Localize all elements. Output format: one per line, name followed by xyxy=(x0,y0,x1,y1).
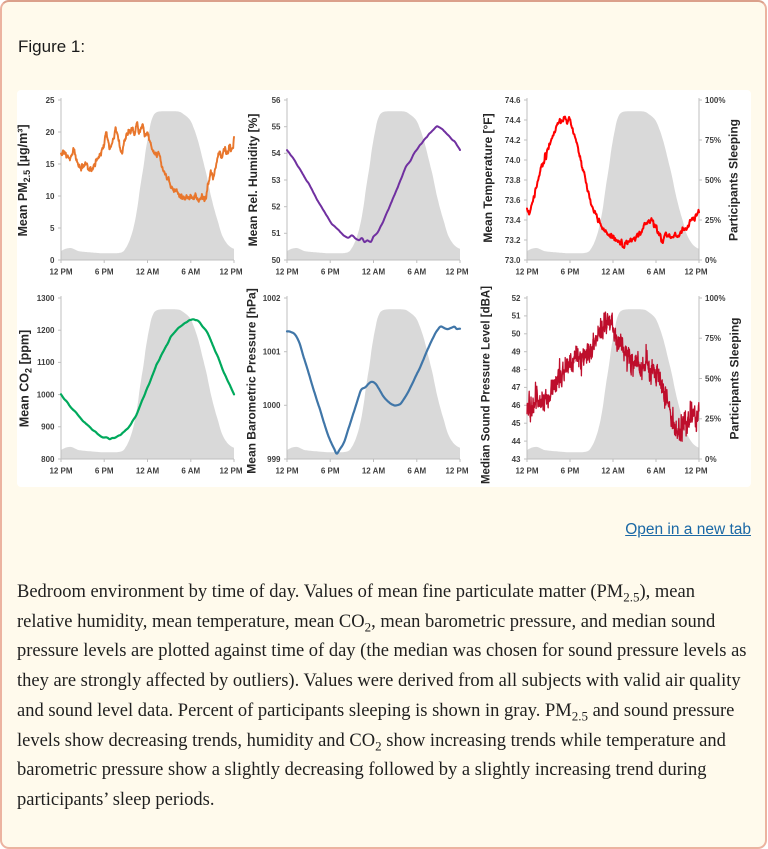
svg-text:12 PM: 12 PM xyxy=(275,268,298,277)
svg-text:5: 5 xyxy=(50,224,55,233)
svg-text:25%: 25% xyxy=(705,216,721,225)
svg-text:25: 25 xyxy=(46,96,55,105)
svg-text:1300: 1300 xyxy=(37,294,55,303)
svg-text:12 PM: 12 PM xyxy=(49,467,72,476)
svg-text:20: 20 xyxy=(46,128,55,137)
svg-text:6 AM: 6 AM xyxy=(647,268,666,277)
svg-text:12 PM: 12 PM xyxy=(445,268,468,277)
svg-text:51: 51 xyxy=(272,229,281,238)
svg-text:6 AM: 6 AM xyxy=(647,467,666,476)
svg-text:50: 50 xyxy=(272,256,281,265)
svg-text:1002: 1002 xyxy=(263,294,281,303)
svg-text:0%: 0% xyxy=(705,256,717,265)
svg-text:12 PM: 12 PM xyxy=(219,268,242,277)
svg-text:12 AM: 12 AM xyxy=(601,467,625,476)
svg-text:12 AM: 12 AM xyxy=(362,268,386,277)
svg-text:0%: 0% xyxy=(705,455,717,464)
svg-text:12 PM: 12 PM xyxy=(219,467,242,476)
svg-text:6 PM: 6 PM xyxy=(561,467,580,476)
svg-text:50%: 50% xyxy=(705,374,721,383)
svg-text:1100: 1100 xyxy=(37,358,55,367)
svg-text:12 PM: 12 PM xyxy=(275,467,298,476)
svg-text:6 PM: 6 PM xyxy=(321,467,340,476)
svg-text:Mean CO2 [ppm]: Mean CO2 [ppm] xyxy=(18,330,34,427)
svg-text:49: 49 xyxy=(512,348,521,357)
svg-text:73.2: 73.2 xyxy=(505,236,521,245)
svg-text:6 AM: 6 AM xyxy=(407,467,426,476)
svg-text:74.2: 74.2 xyxy=(505,136,521,145)
svg-text:73.8: 73.8 xyxy=(505,176,521,185)
svg-text:12 PM: 12 PM xyxy=(515,467,538,476)
svg-text:74.4: 74.4 xyxy=(505,116,521,125)
svg-text:48: 48 xyxy=(512,365,521,374)
svg-text:55: 55 xyxy=(272,123,281,132)
svg-text:52: 52 xyxy=(512,294,521,303)
svg-text:74.0: 74.0 xyxy=(505,156,521,165)
svg-text:6 AM: 6 AM xyxy=(181,467,200,476)
svg-text:15: 15 xyxy=(46,160,55,169)
svg-text:12 PM: 12 PM xyxy=(684,467,707,476)
svg-text:6 AM: 6 AM xyxy=(181,268,200,277)
svg-text:Mean PM2.5 [µg/m³]: Mean PM2.5 [µg/m³] xyxy=(17,124,32,236)
svg-text:75%: 75% xyxy=(705,136,721,145)
svg-text:12 AM: 12 AM xyxy=(362,467,386,476)
svg-text:10: 10 xyxy=(46,192,55,201)
svg-text:Participants Sleeping: Participants Sleeping xyxy=(727,119,741,241)
svg-text:50%: 50% xyxy=(705,176,721,185)
svg-text:73.4: 73.4 xyxy=(505,216,521,225)
svg-text:1000: 1000 xyxy=(37,390,55,399)
svg-text:100%: 100% xyxy=(705,96,725,105)
svg-text:56: 56 xyxy=(272,96,281,105)
svg-text:12 PM: 12 PM xyxy=(515,268,538,277)
svg-text:800: 800 xyxy=(41,455,55,464)
svg-text:53: 53 xyxy=(272,176,281,185)
svg-text:Mean Rel. Humidity [%]: Mean Rel. Humidity [%] xyxy=(246,114,260,247)
svg-text:1001: 1001 xyxy=(263,348,281,357)
svg-text:51: 51 xyxy=(512,312,521,321)
svg-text:50: 50 xyxy=(512,330,521,339)
svg-text:999: 999 xyxy=(267,455,281,464)
svg-text:73.6: 73.6 xyxy=(505,196,521,205)
svg-text:12 PM: 12 PM xyxy=(684,268,707,277)
svg-text:Mean Barometric Pressure [hPa]: Mean Barometric Pressure [hPa] xyxy=(245,288,259,473)
svg-text:1200: 1200 xyxy=(37,326,55,335)
svg-text:Participants Sleeping: Participants Sleeping xyxy=(728,317,742,439)
svg-text:43: 43 xyxy=(512,455,521,464)
svg-text:25%: 25% xyxy=(705,415,721,424)
svg-text:6 PM: 6 PM xyxy=(321,268,340,277)
svg-text:73.0: 73.0 xyxy=(505,256,521,265)
svg-text:74.6: 74.6 xyxy=(505,96,521,105)
svg-text:45: 45 xyxy=(512,419,521,428)
svg-text:100%: 100% xyxy=(705,294,725,303)
svg-text:900: 900 xyxy=(41,423,55,432)
svg-text:Median Sound Pressure Level [: Median Sound Pressure Level [dBA] xyxy=(481,286,493,484)
svg-text:44: 44 xyxy=(512,437,521,446)
svg-text:1000: 1000 xyxy=(263,401,281,410)
svg-text:46: 46 xyxy=(512,401,521,410)
svg-text:12 PM: 12 PM xyxy=(49,268,72,277)
svg-text:54: 54 xyxy=(272,149,281,158)
svg-text:47: 47 xyxy=(512,383,521,392)
svg-text:Mean Temperature [°F]: Mean Temperature [°F] xyxy=(481,113,495,242)
svg-text:12 AM: 12 AM xyxy=(136,467,160,476)
svg-text:75%: 75% xyxy=(705,334,721,343)
svg-text:6 PM: 6 PM xyxy=(561,268,580,277)
svg-text:12 PM: 12 PM xyxy=(445,467,468,476)
svg-text:12 AM: 12 AM xyxy=(136,268,160,277)
svg-text:0: 0 xyxy=(50,256,55,265)
svg-text:52: 52 xyxy=(272,203,281,212)
svg-text:6 PM: 6 PM xyxy=(95,268,114,277)
svg-text:12 AM: 12 AM xyxy=(601,268,625,277)
svg-text:6 PM: 6 PM xyxy=(95,467,114,476)
svg-text:6 AM: 6 AM xyxy=(407,268,426,277)
